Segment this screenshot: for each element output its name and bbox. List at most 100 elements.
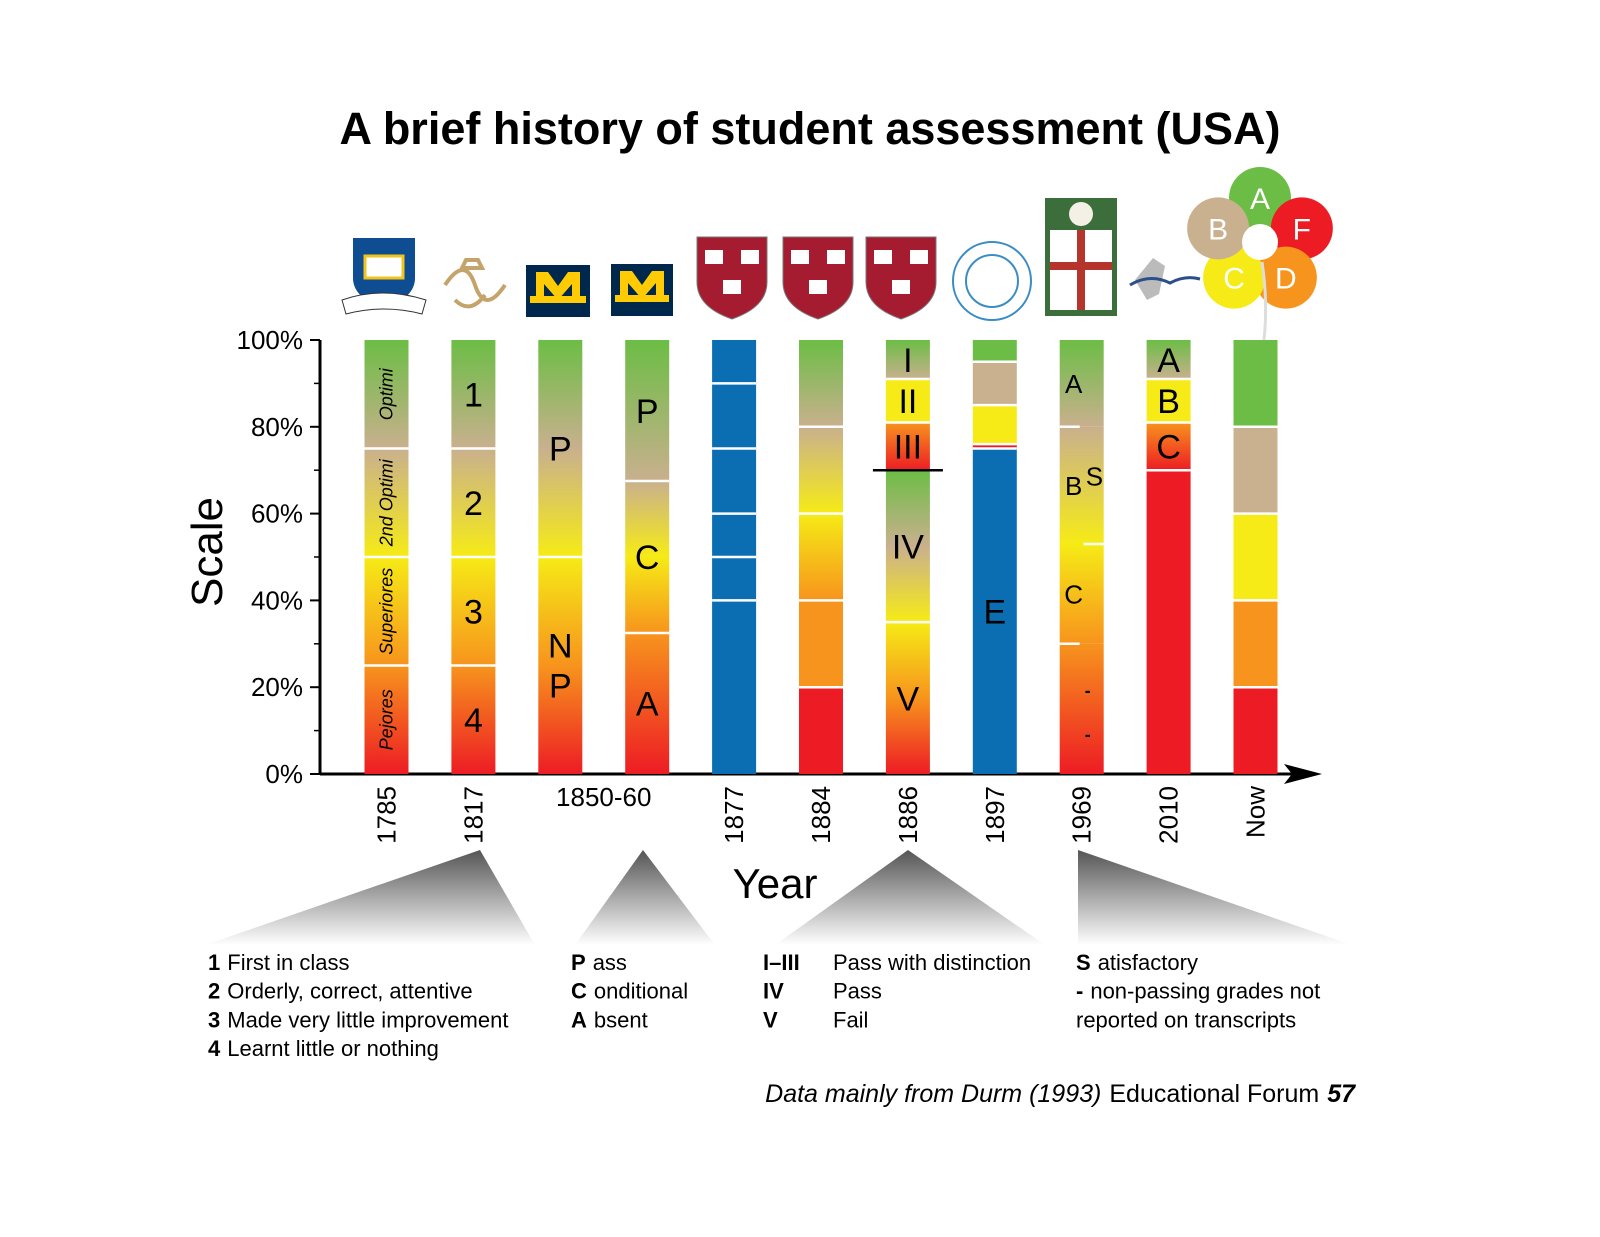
note-key: V <box>763 1007 778 1032</box>
segment-label: 2 <box>464 485 483 523</box>
grade-segment <box>972 448 1017 774</box>
chart-title: A brief history of student assessment (U… <box>339 103 1280 154</box>
y-tick-label: 40% <box>251 585 303 615</box>
note-text: atisfactory <box>1098 950 1198 975</box>
grade-segment <box>972 361 1017 406</box>
grade-segment <box>1146 340 1191 380</box>
segment-label: A <box>1065 369 1083 399</box>
flower-label: C <box>1223 263 1245 296</box>
source-journal: Educational Forum <box>1109 1080 1319 1108</box>
grade-segment <box>538 340 583 557</box>
grade-segment <box>1146 470 1191 774</box>
flower-label: A <box>1250 183 1270 216</box>
grade-segment <box>1059 340 1104 427</box>
grade-segment <box>972 340 1017 362</box>
grade-segment <box>1233 513 1278 601</box>
grade-segment <box>885 470 930 623</box>
flower-stem <box>1260 261 1268 341</box>
segment-label: - <box>1085 724 1091 744</box>
note-key: C <box>571 979 587 1004</box>
segment-label: 3 <box>464 593 483 631</box>
segment-label: V <box>897 680 920 718</box>
grade-segment <box>799 513 843 601</box>
segment-label-superscript: S <box>1086 461 1103 491</box>
callout-triangle <box>775 850 1045 945</box>
note-text: Made very little improvement <box>227 1007 508 1032</box>
grade-segment <box>799 340 843 427</box>
grade-segment <box>885 379 930 423</box>
y-tick-label: 0% <box>265 759 303 789</box>
flower-petal <box>1187 197 1250 260</box>
segment-label: - <box>1085 680 1091 700</box>
note-key: IV <box>763 979 784 1004</box>
grade-segment <box>885 422 930 471</box>
note-text: onditional <box>594 979 688 1004</box>
note-text: Orderly, correct, attentive <box>227 979 472 1004</box>
flower-petal <box>1203 246 1266 309</box>
grade-segment <box>1233 687 1278 774</box>
note-key: P <box>571 950 586 975</box>
grade-segment <box>364 448 409 557</box>
segment-label: B <box>1157 383 1180 421</box>
segment-label: IV <box>892 528 924 566</box>
segment-label: A <box>1157 342 1180 380</box>
x-tick-label: Now <box>1241 786 1271 838</box>
grade-segment <box>885 340 930 380</box>
grade-segment <box>538 557 583 774</box>
grade-segment <box>364 340 409 449</box>
grade-segment <box>1059 643 1104 774</box>
grade-segment <box>1146 422 1191 471</box>
x-tick-label: 1886 <box>893 786 923 844</box>
segment-label: P <box>549 431 572 469</box>
grade-segment <box>1146 379 1191 423</box>
note-text: non-passing grades not <box>1090 979 1320 1004</box>
flower-label: D <box>1275 263 1297 296</box>
segment-label: I <box>903 342 912 380</box>
grade-segment <box>972 444 1017 449</box>
flower-center <box>1242 224 1278 260</box>
segment-label: Pejores <box>377 689 397 750</box>
grade-segment <box>972 405 1017 445</box>
note-text: bsent <box>594 1007 648 1032</box>
segment-label: 4 <box>464 702 483 740</box>
x-tick-label: 1877 <box>719 786 749 844</box>
x-tick-label: 1884 <box>806 786 836 844</box>
y-tick-label: 80% <box>251 412 303 442</box>
grade-segment <box>712 340 757 384</box>
grade-segment <box>1233 340 1278 427</box>
grade-segment <box>712 513 757 557</box>
segment-label: A <box>636 686 659 724</box>
grade-segment <box>451 340 496 449</box>
note-key: 2 <box>208 979 220 1004</box>
note-key: S <box>1076 950 1091 975</box>
grade-segment <box>1233 600 1278 688</box>
callout-triangle <box>575 850 715 945</box>
note-text: reported on transcripts <box>1076 1007 1296 1032</box>
x-tick-label: 2010 <box>1154 786 1184 844</box>
grade-segment <box>712 383 757 449</box>
note-text: Pass <box>833 979 882 1004</box>
note-text: Fail <box>833 1007 868 1032</box>
segment-label: Optimi <box>377 367 397 420</box>
note-text: Learnt little or nothing <box>227 1036 439 1061</box>
note-key: 3 <box>208 1007 220 1032</box>
callout-triangle <box>205 850 535 945</box>
note-text: First in class <box>227 950 349 975</box>
source-citation: Data mainly from Durm (1993) <box>765 1080 1101 1108</box>
x-axis-title: Year <box>733 860 818 907</box>
grade-segment <box>712 600 757 774</box>
flower-petal <box>1270 197 1333 260</box>
note-text: Pass with distinction <box>833 950 1031 975</box>
note-key: 4 <box>208 1036 221 1061</box>
flower-petal <box>1254 246 1317 309</box>
segment-label: C <box>1064 579 1083 609</box>
segment-label: III <box>894 429 922 467</box>
grade-segment <box>625 481 670 633</box>
segment-label: P <box>636 393 659 431</box>
grade-segment <box>885 622 930 774</box>
segment-label: 2nd Optimi <box>377 458 397 547</box>
segment-label: N <box>548 628 573 666</box>
segment-label: C <box>635 539 660 577</box>
segment-label: B <box>1065 471 1082 501</box>
segment-label: Superiores <box>377 568 397 655</box>
